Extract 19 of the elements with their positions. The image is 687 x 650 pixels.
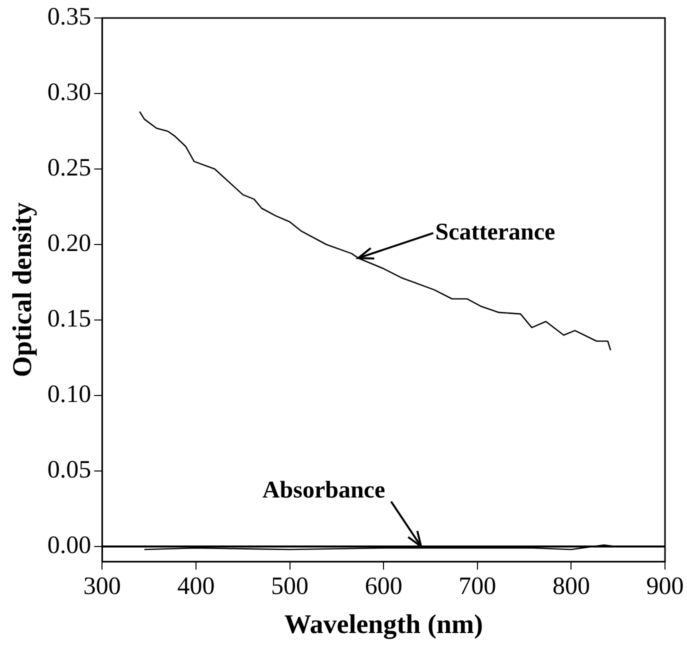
y-tick-label: 0.25 [47,154,92,182]
x-tick-label: 700 [458,573,496,600]
x-tick-label: 800 [552,573,590,600]
x-tick-label: 900 [646,573,684,600]
y-tick-label: 0.15 [47,306,92,333]
annotation: Scatterance [435,219,556,246]
y-axis-title: Optical density [7,202,38,378]
y-tick-label: 0.00 [47,532,92,560]
y-tick-label: 0.35 [47,4,92,31]
x-tick-label: 600 [364,573,402,600]
x-tick-label: 400 [177,573,215,600]
y-tick-label: 0.20 [47,230,92,258]
x-tick-label: 300 [83,573,121,600]
y-tick-label: 0.30 [47,79,92,106]
y-tick-label: 0.05 [47,456,92,484]
annotation: Absorbance [262,478,386,504]
x-axis-title: Wavelength (nm) [284,608,483,639]
y-tick-label: 0.10 [47,381,92,408]
x-tick-label: 500 [271,573,309,600]
